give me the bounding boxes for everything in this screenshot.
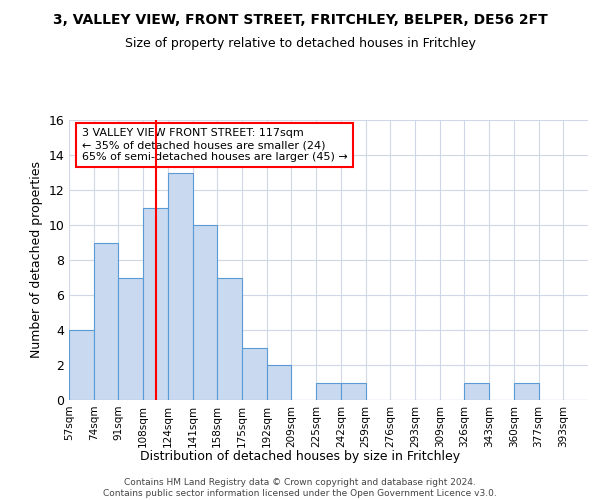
Y-axis label: Number of detached properties: Number of detached properties <box>30 162 43 358</box>
Bar <box>143 208 168 400</box>
Bar <box>217 278 242 400</box>
Bar <box>242 348 267 400</box>
Bar <box>94 242 118 400</box>
Bar <box>464 382 489 400</box>
Bar <box>316 382 341 400</box>
Text: 3 VALLEY VIEW FRONT STREET: 117sqm
← 35% of detached houses are smaller (24)
65%: 3 VALLEY VIEW FRONT STREET: 117sqm ← 35%… <box>82 128 348 162</box>
Bar <box>118 278 143 400</box>
Text: Size of property relative to detached houses in Fritchley: Size of property relative to detached ho… <box>125 38 475 51</box>
Text: Contains HM Land Registry data © Crown copyright and database right 2024.
Contai: Contains HM Land Registry data © Crown c… <box>103 478 497 498</box>
Bar <box>514 382 539 400</box>
Bar <box>69 330 94 400</box>
Bar <box>168 172 193 400</box>
Text: 3, VALLEY VIEW, FRONT STREET, FRITCHLEY, BELPER, DE56 2FT: 3, VALLEY VIEW, FRONT STREET, FRITCHLEY,… <box>53 12 547 26</box>
Text: Distribution of detached houses by size in Fritchley: Distribution of detached houses by size … <box>140 450 460 463</box>
Bar <box>193 225 217 400</box>
Bar <box>267 365 292 400</box>
Bar <box>341 382 365 400</box>
